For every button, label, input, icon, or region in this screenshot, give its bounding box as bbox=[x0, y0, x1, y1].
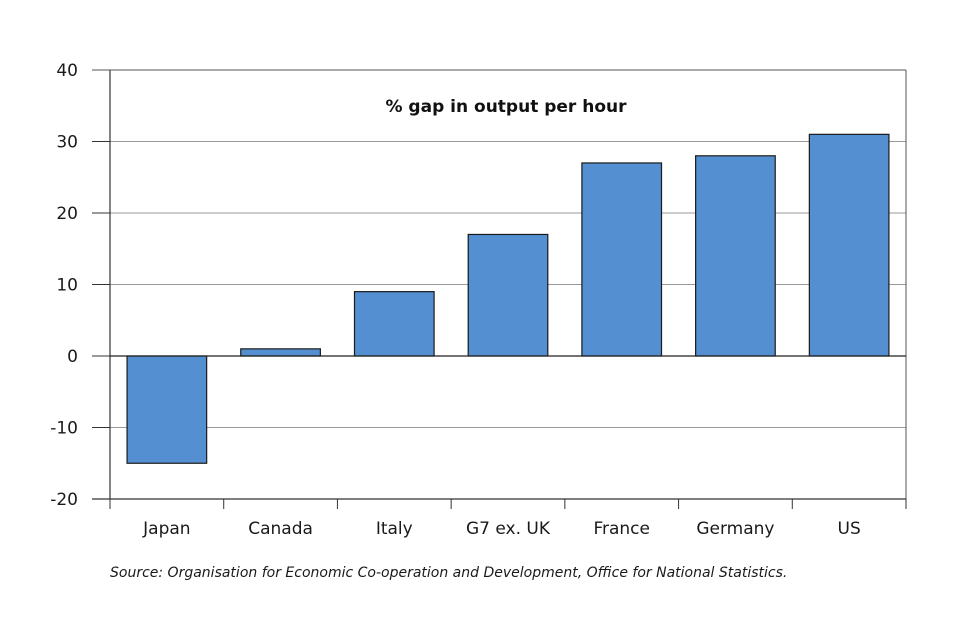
bar-us bbox=[808, 133, 890, 357]
bar-france bbox=[581, 162, 663, 357]
x-category-label: US bbox=[838, 519, 861, 539]
bar-japan bbox=[126, 355, 208, 464]
axis-labels: -20 -10 0 10 20 30 40 Japan Canada Italy G7 ex. UK… bbox=[50, 61, 861, 539]
y-tick-label: 30 bbox=[56, 133, 78, 153]
axes bbox=[92, 69, 907, 509]
bar-canada bbox=[240, 348, 321, 357]
x-category-label: Italy bbox=[376, 519, 413, 539]
x-category-label: France bbox=[593, 519, 650, 539]
x-category-label: Canada bbox=[248, 519, 313, 539]
y-tick-label: 0 bbox=[67, 347, 78, 367]
y-tick-label: 10 bbox=[56, 276, 78, 296]
bar-g7-ex-uk bbox=[467, 233, 549, 357]
x-category-label: G7 ex. UK bbox=[466, 519, 551, 539]
y-tick-label: 40 bbox=[56, 61, 78, 81]
y-tick-label: 20 bbox=[56, 204, 78, 224]
chart-title: % gap in output per hour bbox=[385, 97, 627, 117]
x-category-label: Germany bbox=[696, 519, 774, 539]
source-note: Source: Organisation for Economic Co-ope… bbox=[110, 565, 788, 581]
y-tick-label: -10 bbox=[50, 419, 78, 439]
x-category-label: Japan bbox=[142, 519, 190, 539]
bar-germany bbox=[695, 155, 776, 357]
bar-italy bbox=[353, 291, 435, 357]
y-tick-label: -20 bbox=[50, 490, 78, 510]
bars bbox=[126, 133, 890, 464]
